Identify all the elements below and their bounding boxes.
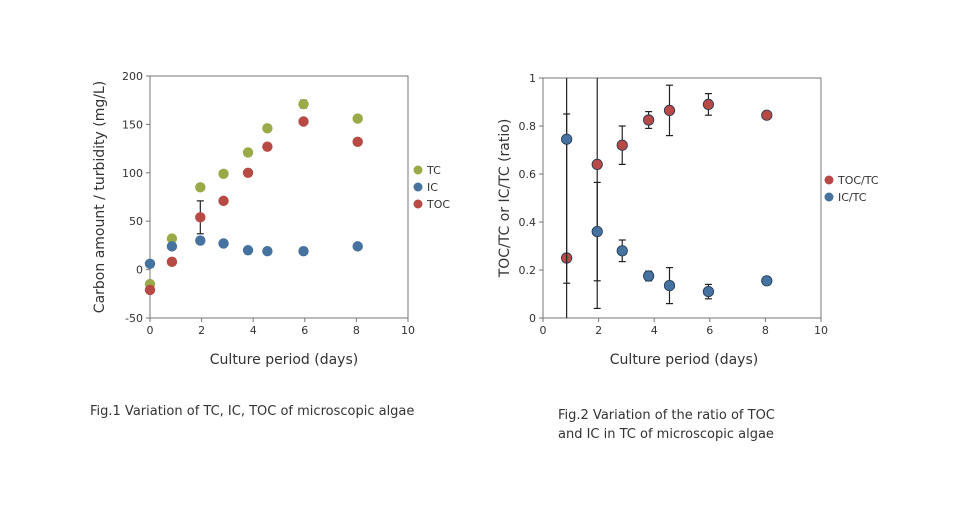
data-point xyxy=(195,212,206,223)
legend-label: TOC/TC xyxy=(837,174,879,187)
y-tick-label: 1 xyxy=(529,72,536,85)
y-tick-label: -50 xyxy=(125,312,143,325)
data-point xyxy=(298,116,309,127)
y-tick-label: 0.4 xyxy=(519,216,537,229)
data-point xyxy=(352,113,363,124)
series-ic-tc xyxy=(561,78,773,305)
plot-frame xyxy=(149,75,409,319)
data-point xyxy=(616,245,628,257)
series-ic xyxy=(144,235,363,269)
data-point xyxy=(166,233,178,244)
data-point xyxy=(643,270,655,282)
data-point xyxy=(166,241,178,252)
data-point xyxy=(298,98,309,110)
data-point xyxy=(262,141,273,152)
y-tick-label: 150 xyxy=(122,118,143,131)
series-toc xyxy=(144,116,363,296)
data-point xyxy=(643,114,655,126)
x-tick-label: 2 xyxy=(198,324,205,337)
data-point xyxy=(144,284,156,296)
legend-label: TOC xyxy=(426,198,450,211)
x-tick-label: 6 xyxy=(706,324,713,337)
x-tick-label: 0 xyxy=(540,324,547,337)
x-tick-label: 4 xyxy=(250,324,257,337)
x-axis-label: Culture period (days) xyxy=(610,352,758,368)
x-tick-label: 10 xyxy=(814,324,828,337)
data-point xyxy=(663,104,676,117)
data-point xyxy=(242,147,254,158)
x-tick-label: 0 xyxy=(147,324,154,337)
legend-label: IC/TC xyxy=(838,191,867,204)
data-point xyxy=(561,133,573,145)
data-point xyxy=(702,98,715,111)
y-tick-label: 0.2 xyxy=(519,264,537,277)
plot-frame xyxy=(542,77,822,319)
y-tick-label: 0.8 xyxy=(519,120,537,133)
y-tick-label: 0 xyxy=(136,264,143,277)
x-tick-label: 4 xyxy=(651,324,658,337)
y-tick-label: 100 xyxy=(122,167,143,180)
figure-2-caption: Fig.2 Variation of the ratio of TOC and … xyxy=(558,406,858,444)
data-point xyxy=(242,245,254,256)
figure-2-caption-line-2: and IC in TC of microscopic algae xyxy=(558,427,774,442)
data-point xyxy=(663,279,676,292)
data-point xyxy=(218,238,229,249)
data-point xyxy=(352,241,363,252)
data-point xyxy=(166,256,178,268)
data-point xyxy=(702,285,715,298)
x-tick-label: 6 xyxy=(301,324,308,337)
y-axis-label: TOC/TC or IC/TC (ratio) xyxy=(497,119,513,279)
y-tick-label: 0 xyxy=(529,312,536,325)
data-point xyxy=(262,246,273,257)
chart-ratio: 0 2 4 6 8 10 0 0.2 0.4 0.6 0.8 1 Culture period (day… xyxy=(497,72,879,368)
figure-1-caption: Fig.1 Variation of TC, IC, TOC of micros… xyxy=(90,404,415,419)
data-point xyxy=(616,139,628,151)
data-point xyxy=(144,258,156,269)
data-point xyxy=(195,235,206,246)
chart-tc-ic-toc: 0 2 4 6 8 10 -50 0 50 100 150 200 Culture period (da… xyxy=(92,70,450,368)
legend-label: TC xyxy=(426,164,441,177)
x-tick-label: 8 xyxy=(762,324,769,337)
figure-2-caption-line-1: Fig.2 Variation of the ratio of TOC xyxy=(558,408,775,423)
y-tick-label: 0.6 xyxy=(519,168,537,181)
series-tc xyxy=(144,98,363,290)
data-point xyxy=(298,246,309,257)
data-point xyxy=(218,168,229,179)
data-point xyxy=(242,167,254,178)
x-tick-label: 2 xyxy=(595,324,602,337)
y-axis-label: Carbon amount / turbidity (mg/L) xyxy=(92,81,108,313)
data-point xyxy=(761,275,773,287)
data-point xyxy=(195,182,206,193)
legend-marker xyxy=(413,165,423,175)
legend-label: IC xyxy=(427,181,438,194)
legend-marker xyxy=(413,199,423,209)
x-tick-label: 8 xyxy=(353,324,360,337)
legend-marker xyxy=(824,175,834,185)
y-tick-label: 200 xyxy=(122,70,143,83)
data-point xyxy=(262,123,273,134)
legend-marker xyxy=(413,182,423,192)
data-point xyxy=(218,195,229,207)
x-axis-label: Culture period (days) xyxy=(210,352,358,368)
x-tick-label: 10 xyxy=(401,324,415,337)
data-point xyxy=(761,109,773,121)
legend-marker xyxy=(824,192,834,202)
data-point xyxy=(591,226,603,238)
y-tick-label: 50 xyxy=(129,215,143,228)
data-point xyxy=(352,136,363,148)
data-point xyxy=(591,158,603,170)
